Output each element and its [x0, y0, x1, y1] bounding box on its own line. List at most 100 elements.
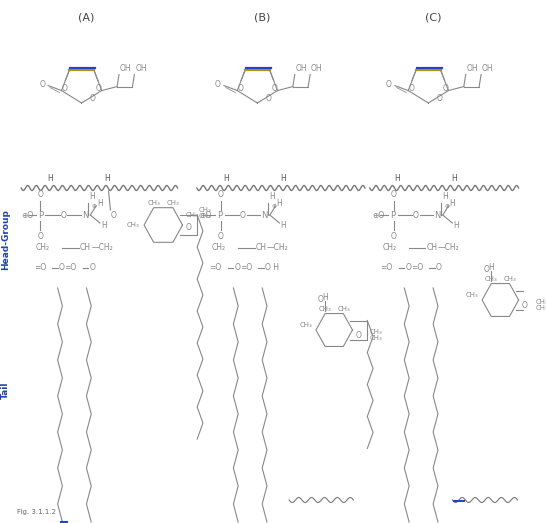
Text: CH₃: CH₃ — [299, 322, 312, 328]
Text: O: O — [90, 264, 95, 272]
Text: H: H — [105, 174, 110, 183]
Text: O: O — [37, 232, 43, 241]
Text: CH₂: CH₂ — [211, 244, 225, 253]
Text: CH₃
CH₃: CH₃ CH₃ — [536, 299, 546, 312]
Text: =O: =O — [240, 264, 253, 272]
Text: H: H — [90, 192, 95, 201]
Text: O: O — [386, 80, 392, 89]
Text: O: O — [90, 94, 96, 103]
Text: (C): (C) — [425, 13, 441, 23]
Text: O: O — [58, 264, 64, 272]
Text: CH₃: CH₃ — [484, 276, 497, 282]
Text: H: H — [442, 192, 448, 201]
Text: O: O — [110, 210, 116, 220]
Text: N: N — [261, 210, 268, 220]
Text: OH: OH — [311, 64, 323, 73]
Text: O: O — [391, 190, 397, 199]
Text: O: O — [186, 223, 192, 233]
Text: O: O — [436, 264, 442, 272]
Text: —CH₂: —CH₂ — [267, 244, 289, 253]
Text: CH: CH — [80, 244, 91, 253]
Text: OH: OH — [135, 64, 147, 73]
Text: ⊕: ⊕ — [271, 203, 276, 209]
Text: O: O — [522, 301, 528, 310]
Text: (A): (A) — [78, 13, 94, 23]
Text: O: O — [272, 84, 277, 94]
Text: O: O — [443, 84, 448, 94]
Text: O: O — [234, 264, 240, 272]
Text: CH₂: CH₂ — [36, 244, 50, 253]
Text: N: N — [82, 210, 88, 220]
Text: OH: OH — [482, 64, 494, 73]
Text: O: O — [483, 265, 489, 274]
Text: H: H — [101, 221, 106, 230]
Text: O: O — [37, 190, 43, 199]
Text: CH₃: CH₃ — [185, 212, 198, 218]
Text: OH: OH — [467, 64, 478, 73]
Text: P: P — [38, 210, 44, 220]
Text: O: O — [39, 80, 45, 89]
Text: H: H — [47, 174, 53, 183]
Text: H: H — [488, 263, 494, 271]
Text: CH₂: CH₂ — [383, 244, 396, 253]
Text: O: O — [240, 210, 246, 220]
Text: H: H — [322, 292, 328, 301]
Text: O: O — [215, 80, 221, 89]
Text: CH₃
CH₃: CH₃ CH₃ — [369, 328, 382, 342]
Text: Tail: Tail — [1, 381, 10, 399]
Text: =O: =O — [411, 264, 424, 272]
Text: CH₃: CH₃ — [503, 276, 517, 282]
Text: O: O — [408, 84, 414, 94]
Text: ⊕O: ⊕O — [21, 210, 33, 220]
Text: OH: OH — [120, 64, 132, 73]
Text: ⊕: ⊕ — [92, 203, 97, 209]
Text: ⊕O: ⊕O — [200, 210, 212, 220]
Text: H: H — [449, 199, 455, 209]
Text: O H: O H — [265, 264, 279, 272]
Text: O: O — [237, 84, 243, 94]
Text: CH₃: CH₃ — [147, 200, 160, 206]
Text: CH₃: CH₃ — [337, 306, 350, 312]
Text: CH₃: CH₃ — [127, 222, 139, 228]
Text: H: H — [453, 221, 459, 230]
Text: O: O — [266, 94, 272, 103]
Text: CH₃: CH₃ — [167, 200, 179, 206]
Text: N: N — [434, 210, 441, 220]
Text: H: H — [223, 174, 229, 183]
Text: H: H — [277, 199, 282, 209]
Text: Head-Group: Head-Group — [1, 210, 10, 270]
Text: ⊕: ⊕ — [444, 203, 449, 209]
Text: O: O — [62, 84, 67, 94]
Text: CH₃: CH₃ — [318, 306, 331, 312]
Text: =O: =O — [381, 264, 393, 272]
Text: —CH₂: —CH₂ — [438, 244, 460, 253]
Text: =O: =O — [34, 264, 46, 272]
Text: O: O — [413, 210, 419, 220]
Text: H: H — [97, 199, 103, 209]
Text: =O: =O — [64, 264, 77, 272]
Text: H: H — [281, 174, 286, 183]
Text: (B): (B) — [254, 13, 270, 23]
Text: P: P — [217, 210, 222, 220]
Text: O: O — [218, 190, 224, 199]
Text: CH: CH — [256, 244, 266, 253]
Text: Fig. 3.1.1.2: Fig. 3.1.1.2 — [17, 509, 56, 515]
Text: =O: =O — [210, 264, 222, 272]
Text: —CH₂: —CH₂ — [91, 244, 113, 253]
Text: O: O — [356, 331, 361, 339]
Text: O: O — [437, 94, 443, 103]
Text: O: O — [391, 232, 397, 241]
Text: CH: CH — [426, 244, 437, 253]
Text: H: H — [452, 174, 457, 183]
Text: CH₃: CH₃ — [466, 292, 478, 298]
Text: O: O — [405, 264, 411, 272]
Text: CH₃
CH₃: CH₃ CH₃ — [199, 207, 212, 220]
Text: H: H — [269, 192, 275, 201]
Text: O: O — [96, 84, 102, 94]
Text: ⊕O: ⊕O — [372, 210, 385, 220]
Text: H: H — [281, 221, 286, 230]
Text: O: O — [61, 210, 67, 220]
Text: O: O — [317, 294, 323, 303]
Text: P: P — [390, 210, 395, 220]
Text: O: O — [218, 232, 224, 241]
